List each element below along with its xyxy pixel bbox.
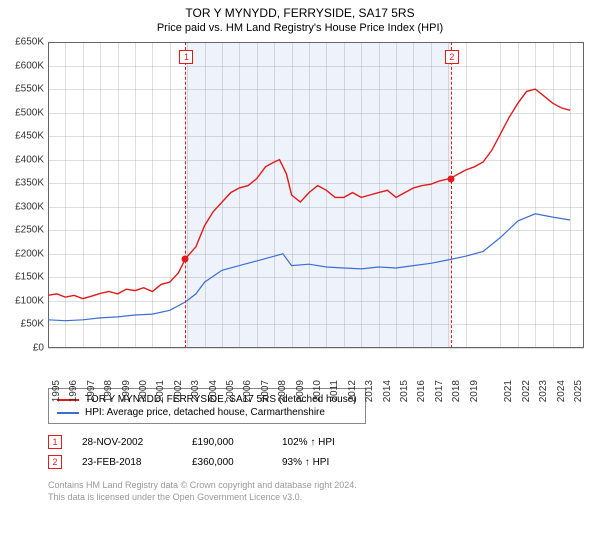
marker-dashed bbox=[185, 42, 186, 348]
xtick-label: 2011 bbox=[329, 380, 340, 402]
sale-row: 1 28-NOV-2002 £190,000 102% ↑ HPI bbox=[48, 432, 352, 452]
marker-dashed bbox=[451, 42, 452, 348]
ytick-label: £600K bbox=[4, 60, 44, 71]
series-line bbox=[48, 89, 570, 299]
ytick-label: £450K bbox=[4, 131, 44, 142]
xtick-label: 2019 bbox=[469, 380, 480, 402]
marker-label: 1 bbox=[179, 50, 193, 64]
xtick-label: 2016 bbox=[416, 380, 427, 402]
sale-marker: 1 bbox=[48, 435, 62, 449]
sale-date: 28-NOV-2002 bbox=[82, 437, 172, 448]
sales-table: 1 28-NOV-2002 £190,000 102% ↑ HPI 2 23-FEB-20… bbox=[48, 432, 352, 472]
xtick-label: 1996 bbox=[68, 380, 79, 402]
xtick-label: 2009 bbox=[295, 380, 306, 402]
ytick-label: £200K bbox=[4, 248, 44, 259]
xtick-label: 2010 bbox=[312, 380, 323, 402]
plot-area: 12 bbox=[48, 42, 584, 348]
legend-label: HPI: Average price, detached house, Carm… bbox=[85, 407, 325, 418]
gridline-h bbox=[48, 348, 584, 349]
xtick-label: 2022 bbox=[521, 380, 532, 402]
xtick-label: 2007 bbox=[260, 380, 271, 402]
xtick-label: 2021 bbox=[503, 380, 514, 402]
sale-price: £190,000 bbox=[192, 437, 262, 448]
chart-container: TOR Y MYNYDD, FERRYSIDE, SA17 5RS Price … bbox=[0, 0, 600, 560]
sale-date: 23-FEB-2018 bbox=[82, 457, 172, 468]
xtick-label: 1997 bbox=[86, 380, 97, 402]
sale-marker: 2 bbox=[48, 455, 62, 469]
footnote: Contains HM Land Registry data © Crown c… bbox=[48, 480, 357, 503]
xtick-label: 2012 bbox=[347, 380, 358, 402]
xtick-label: 2013 bbox=[364, 380, 375, 402]
ytick-label: £550K bbox=[4, 84, 44, 95]
ytick-label: £300K bbox=[4, 201, 44, 212]
xtick-label: 2025 bbox=[573, 380, 584, 402]
marker-label: 2 bbox=[445, 50, 459, 64]
marker-dot bbox=[447, 175, 454, 182]
legend-item: HPI: Average price, detached house, Carm… bbox=[57, 406, 357, 419]
sale-pct: 102% ↑ HPI bbox=[282, 437, 352, 448]
xtick-label: 2024 bbox=[556, 380, 567, 402]
ytick-label: £150K bbox=[4, 272, 44, 283]
ytick-label: £100K bbox=[4, 295, 44, 306]
xtick-label: 2004 bbox=[208, 380, 219, 402]
xtick-label: 2014 bbox=[382, 380, 393, 402]
xtick-label: 1995 bbox=[51, 380, 62, 402]
ytick-label: £400K bbox=[4, 154, 44, 165]
sale-pct: 93% ↑ HPI bbox=[282, 457, 352, 468]
series-svg bbox=[48, 42, 584, 348]
ytick-label: £50K bbox=[4, 319, 44, 330]
xtick-label: 2001 bbox=[155, 380, 166, 402]
ytick-label: £650K bbox=[4, 37, 44, 48]
xtick-label: 2005 bbox=[225, 380, 236, 402]
xtick-label: 2023 bbox=[538, 380, 549, 402]
sale-row: 2 23-FEB-2018 £360,000 93% ↑ HPI bbox=[48, 452, 352, 472]
xtick-label: 2017 bbox=[434, 380, 445, 402]
ytick-label: £0 bbox=[4, 343, 44, 354]
xtick-label: 2006 bbox=[242, 380, 253, 402]
xtick-label: 1999 bbox=[121, 380, 132, 402]
footnote-line: Contains HM Land Registry data © Crown c… bbox=[48, 480, 357, 492]
ytick-label: £350K bbox=[4, 178, 44, 189]
xtick-label: 2015 bbox=[399, 380, 410, 402]
footnote-line: This data is licensed under the Open Gov… bbox=[48, 492, 357, 504]
chart-title: TOR Y MYNYDD, FERRYSIDE, SA17 5RS bbox=[0, 0, 600, 20]
series-line bbox=[48, 214, 570, 321]
xtick-label: 2018 bbox=[451, 380, 462, 402]
legend-swatch bbox=[57, 412, 79, 414]
xtick-label: 2000 bbox=[138, 380, 149, 402]
marker-dot bbox=[182, 255, 189, 262]
chart-subtitle: Price paid vs. HM Land Registry's House … bbox=[0, 20, 600, 38]
xtick-label: 2003 bbox=[190, 380, 201, 402]
ytick-label: £250K bbox=[4, 225, 44, 236]
ytick-label: £500K bbox=[4, 107, 44, 118]
sale-price: £360,000 bbox=[192, 457, 262, 468]
xtick-label: 2002 bbox=[173, 380, 184, 402]
xtick-label: 1998 bbox=[103, 380, 114, 402]
xtick-label: 2008 bbox=[277, 380, 288, 402]
